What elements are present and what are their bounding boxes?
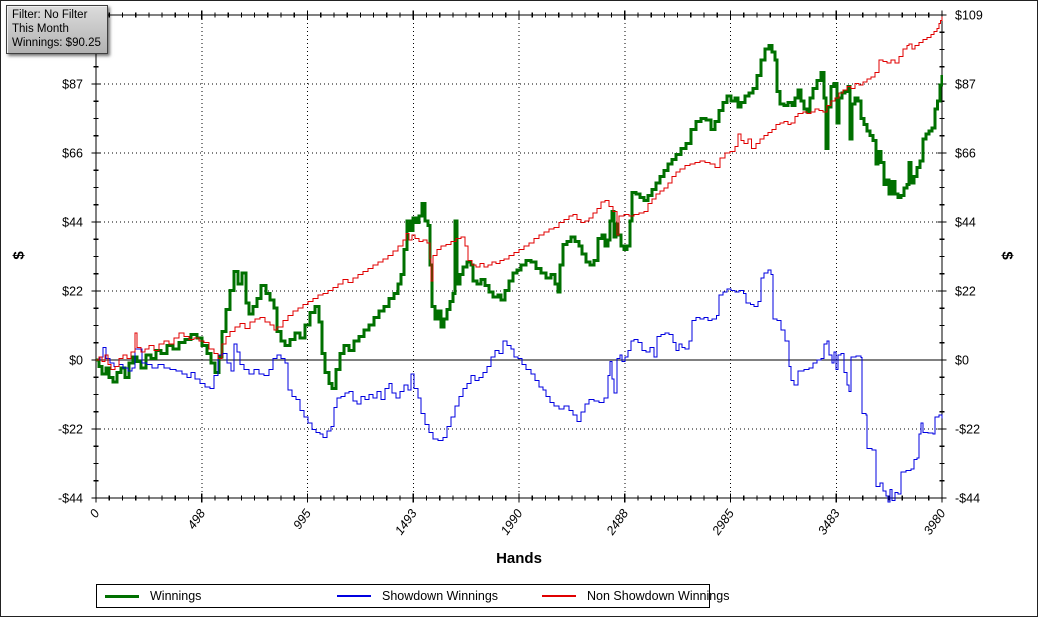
y-tick-label-left: $44 [62, 216, 83, 230]
y-tick-label-left: $0 [69, 354, 83, 368]
legend-item-non-showdown-winnings: Non Showdown Winnings [542, 585, 729, 607]
tooltip-winnings-line: Winnings: $90.25 [12, 37, 101, 49]
legend-item-winnings: Winnings [105, 585, 201, 607]
y-tick-label-left: $87 [62, 78, 83, 92]
showdown-winnings-line [96, 269, 943, 503]
legend-label-showdown-winnings: Showdown Winnings [382, 589, 499, 603]
tooltip-filter-line: Filter: No Filter [12, 9, 88, 21]
y-tick-label-right: $66 [955, 147, 976, 161]
y-tick-label-right: $109 [955, 9, 983, 23]
y-tick-label-left: $66 [62, 147, 83, 161]
non-showdown-winnings-line [96, 16, 943, 371]
y-tick-label-right: $0 [955, 354, 969, 368]
y-axis-title-right: $ [998, 251, 1016, 260]
tooltip-period-line: This Month [12, 23, 69, 35]
y-tick-label-right: $44 [955, 216, 976, 230]
x-tick-label: 2488 [603, 507, 631, 539]
legend-item-showdown-winnings: Showdown Winnings [337, 585, 498, 607]
x-tick-label: 498 [185, 507, 208, 532]
x-tick-label: 2985 [709, 507, 737, 539]
legend-label-non-showdown-winnings: Non Showdown Winnings [587, 589, 730, 603]
legend-box: Winnings Showdown Winnings Non Showdown … [96, 584, 729, 608]
x-tick-label: 0 [87, 507, 102, 521]
x-tick-label: 1990 [498, 507, 525, 538]
y-tick-label-right: $22 [955, 285, 976, 299]
x-tick-label: 995 [291, 507, 314, 532]
y-tick-label-right: -$22 [955, 423, 980, 437]
y-axis-title-left: $ [10, 251, 28, 260]
x-tick-label: 3483 [815, 507, 842, 538]
legend-label-winnings: Winnings [150, 589, 202, 603]
y-tick-label-left: -$44 [58, 492, 83, 506]
showdown-winnings-line-swatch [337, 595, 371, 597]
x-axis-title: Hands [496, 550, 542, 567]
winnings-line [96, 44, 943, 390]
y-tick-label-right: $87 [955, 78, 976, 92]
non-showdown-winnings-line-swatch [542, 595, 576, 597]
y-tick-label-right: -$44 [955, 492, 980, 506]
filter-info-tooltip: Filter: No Filter This Month Winnings: $… [6, 5, 108, 54]
y-tick-label-left: $22 [62, 285, 83, 299]
winnings-line-swatch [105, 594, 139, 598]
x-tick-label: 3980 [921, 507, 948, 538]
x-tick-label: 1493 [392, 507, 419, 538]
y-tick-label-left: -$22 [58, 423, 83, 437]
